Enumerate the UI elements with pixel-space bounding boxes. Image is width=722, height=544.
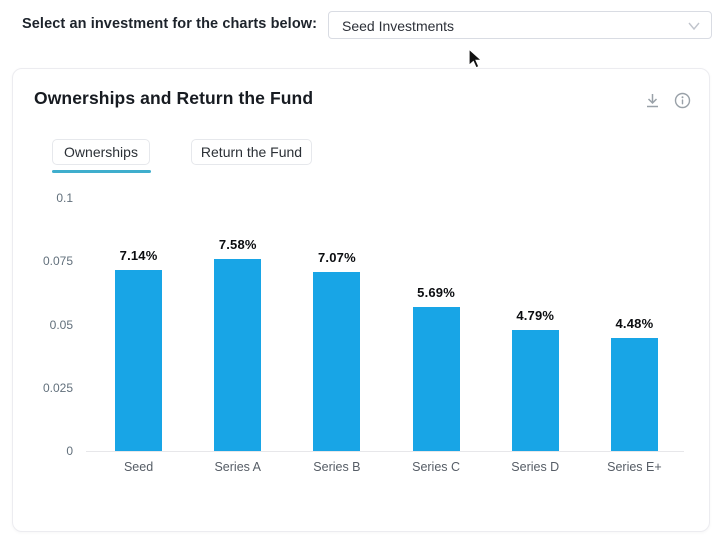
investment-selector-row: Select an investment for the charts belo…	[22, 11, 712, 39]
download-icon[interactable]	[644, 92, 661, 109]
y-axis-tick-label: 0.025	[42, 380, 73, 395]
x-axis-line	[86, 451, 684, 452]
x-axis-category-label: Series A	[214, 460, 262, 474]
mouse-cursor	[468, 48, 484, 69]
bar-chart: 0 0.025 0.05 0.075 0.1 7.14% Seed 7.58% Series A…	[13, 69, 711, 533]
bar[interactable]	[214, 259, 262, 451]
y-axis-tick-label: 0	[66, 444, 73, 458]
selector-label: Select an investment for the charts belo…	[22, 16, 318, 32]
tab-return-the-fund[interactable]: Return the Fund	[191, 139, 312, 165]
active-tab-underline	[52, 170, 151, 173]
x-axis-category-label: Series E+	[607, 460, 662, 474]
bar-value-label: 7.14%	[119, 248, 158, 264]
x-axis-category-label: Series D	[511, 460, 560, 474]
x-axis-category-label: Series C	[412, 460, 461, 474]
y-axis-tick-label: 0.1	[56, 191, 73, 205]
x-axis-category-label: Seed	[123, 460, 154, 474]
y-axis-tick-label: 0.075	[42, 254, 73, 269]
y-axis-tick-label: 0.05	[49, 317, 73, 332]
bar-value-label: 7.07%	[317, 250, 356, 266]
info-icon[interactable]	[674, 92, 691, 109]
bar-value-label: 4.48%	[615, 315, 654, 331]
bar[interactable]	[412, 307, 460, 451]
bar[interactable]	[610, 337, 658, 451]
bar[interactable]	[313, 272, 361, 451]
investment-select-value: Seed Investments	[342, 18, 455, 34]
bar-value-label: 7.58%	[218, 237, 257, 253]
card-actions	[644, 92, 691, 109]
bar[interactable]	[511, 329, 559, 451]
bar-value-label: 4.79%	[516, 307, 555, 323]
investment-select[interactable]: Seed Investments	[328, 11, 712, 39]
chart-card: Ownerships and Return the Fund Ownership…	[12, 68, 710, 532]
tab-ownerships[interactable]: Ownerships	[52, 139, 150, 165]
card-title: Ownerships and Return the Fund	[34, 88, 314, 108]
bar-value-label: 5.69%	[417, 285, 456, 301]
bar[interactable]	[115, 270, 163, 451]
x-axis-category-label: Series B	[313, 460, 361, 474]
chevron-down-icon	[688, 22, 700, 31]
